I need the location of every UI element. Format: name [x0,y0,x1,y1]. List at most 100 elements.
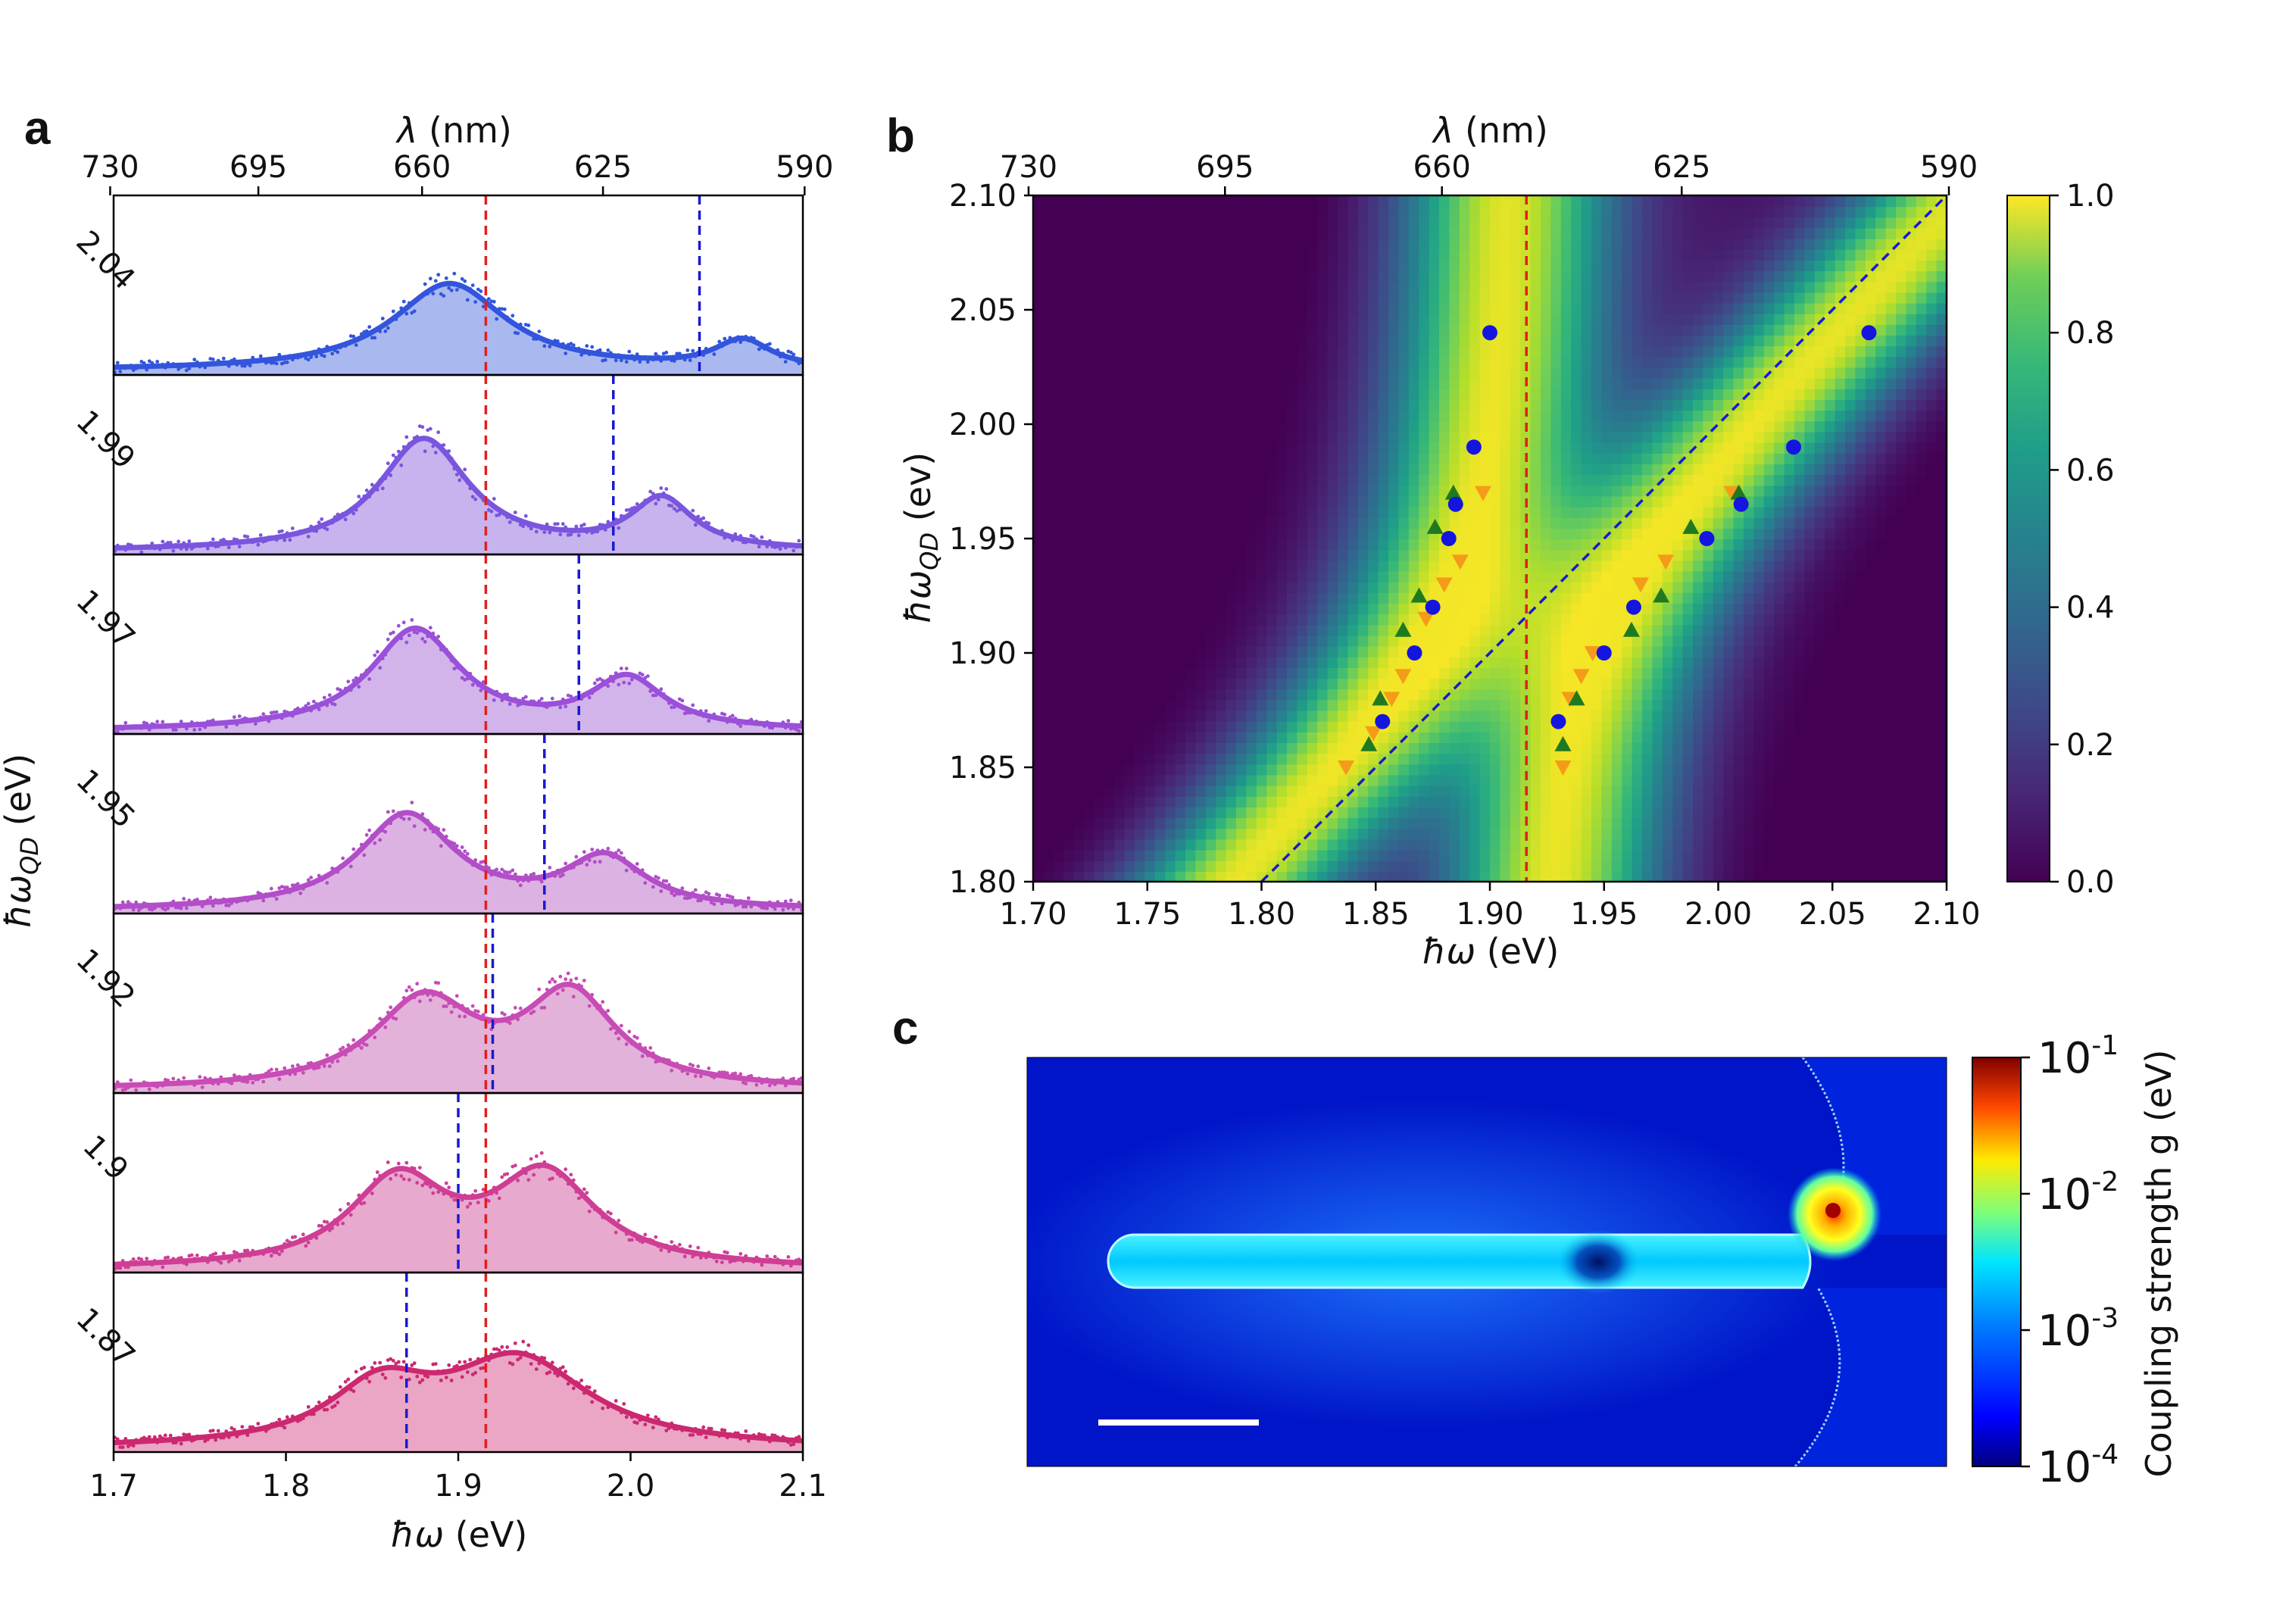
a-data-point [712,902,717,907]
a-data-point [431,1191,436,1195]
b-heat-cell [1713,570,1725,582]
b-heat-cell [1439,624,1450,636]
b-heat-cell [1144,699,1156,711]
b-heat-cell [1744,581,1755,593]
a-data-point [624,868,629,873]
b-heat-cell [1398,710,1410,722]
b-heat-cell [1622,731,1633,743]
a-data-point [375,1170,379,1174]
a-data-point [507,870,512,874]
a-data-point [746,1438,751,1443]
b-heat-cell [1327,860,1338,872]
b-heat-cell [1307,570,1319,582]
b-heat-cell [1672,624,1684,636]
b-heat-cell [1053,742,1065,754]
b-heat-cell [1591,656,1603,668]
b-heat-cell [1703,764,1714,776]
b-heat-cell [1632,539,1643,551]
b-heat-cell [1672,645,1684,657]
b-heat-cell [1632,806,1643,819]
b-heat-cell [1104,764,1116,776]
a-data-point [378,1360,383,1365]
b-heat-cell [1763,635,1775,647]
b-heat-cell [1327,785,1338,797]
b-heat-cell [1591,667,1603,679]
a-data-point [245,535,250,539]
b-heat-cell [1195,645,1207,657]
b-heat-cell [1195,828,1207,840]
b-heat-cell [1053,624,1065,636]
b-heat-cell [1926,870,1938,882]
a-data-point [470,495,475,499]
a-data-point [301,1232,305,1237]
a-data-point [460,1375,464,1379]
b-heat-cell [1307,806,1319,819]
b-heat-cell [1246,774,1257,786]
b-heat-cell [1520,699,1532,711]
b-heat-cell [1875,828,1887,840]
b-heat-cell [1043,710,1054,722]
b-heat-cell [1419,860,1430,872]
a-data-point [378,1017,383,1021]
b-heat-cell [1652,645,1663,657]
panel-b-heatmap: λ (nm) 730 695 660 625 590 1.70 1.75 1.80 1.85 1… [898,110,2115,972]
a-data-point [463,849,467,854]
b-heat-cell [1378,527,1389,539]
b-heat-cell [1835,624,1846,636]
a-data-point [386,1160,390,1164]
b-heat-cell [1784,731,1795,743]
b-heat-cell [1723,785,1735,797]
b-heat-cell [1094,785,1105,797]
a-data-point [693,1074,698,1079]
b-heat-cell [1388,774,1400,786]
b-heat-cell [1073,795,1085,807]
a-data-point [688,358,692,363]
b-heat-cell [1043,624,1054,636]
b-heat-cell [1195,806,1207,819]
b-heat-cell [1144,795,1156,807]
b-heat-cell [1916,592,1928,604]
a-data-point [696,898,701,903]
b-heat-cell [1347,849,1359,861]
b-heat-cell [1560,828,1572,840]
a-spectrum-fill [114,628,803,734]
b-heat-cell [1713,592,1725,604]
b-heat-cell [1916,689,1928,701]
b-heat-cell [1703,517,1714,529]
b-heat-cell [1135,689,1146,701]
b-heat-cell [1926,720,1938,732]
b-heat-cell [1642,667,1653,679]
b-heat-cell [1388,817,1400,829]
b-heat-cell [1550,678,1562,690]
b-heat-cell [1479,720,1491,732]
b-heat-cell [1835,720,1846,732]
b-heat-cell [1642,699,1653,711]
b-heat-cell [1845,774,1856,786]
b-heat-cell [1906,645,1917,657]
b-heat-cell [1165,517,1176,529]
a-qd-energy-label: 1.99 [69,404,142,476]
a-data-point [415,1374,420,1379]
b-heat-cell [1845,592,1856,604]
b-heat-cell [1896,667,1907,679]
b-heat-cell [1165,506,1176,518]
b-heat-cell [1388,870,1400,882]
a-data-point [539,1006,544,1010]
b-heat-cell [1216,549,1227,561]
a-data-point [288,538,292,542]
b-heat-cell [1652,635,1663,647]
b-heat-cell [1297,645,1308,657]
a-data-point [521,524,526,529]
a-data-point [564,861,568,866]
b-heat-cell [1114,549,1126,561]
b-heat-cell [1216,635,1227,647]
b-heat-cell [1287,506,1298,518]
a-data-point [654,351,658,356]
b-heat-cell [1672,592,1684,604]
b-heat-cell [1581,764,1592,776]
a-data-point [168,1433,173,1438]
b-heat-cell [1835,549,1846,561]
b-heat-cell [1825,699,1836,711]
a-fit-line [113,810,804,910]
b-heat-cell [1622,720,1633,732]
